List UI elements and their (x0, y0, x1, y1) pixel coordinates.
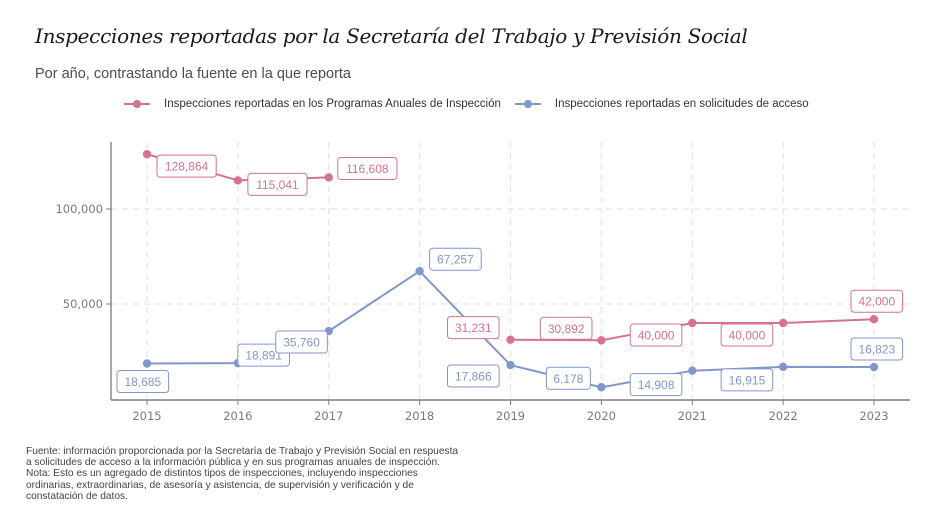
data-label-solicitudes: 35,760 (275, 330, 328, 354)
data-label-programas: 128,864 (156, 154, 217, 178)
legend-label: Inspecciones reportadas en los Programas… (164, 98, 501, 110)
data-label-text: 115,041 (256, 178, 299, 192)
data-label-text: 42,000 (858, 295, 895, 309)
y-tick-label: 50,000 (63, 297, 103, 311)
footer-line: Nota: Esto es un agregado de distintos t… (26, 468, 418, 480)
legend-line-dot-icon (124, 99, 150, 109)
data-point-programas (142, 149, 152, 159)
data-label-box (447, 316, 500, 340)
data-label-text: 16,823 (858, 343, 895, 357)
x-tick-label: 2015 (132, 409, 161, 423)
data-label-programas: 31,231 (447, 316, 500, 340)
footer-line: a solicitudes de acceso a la información… (26, 457, 440, 469)
legend-item-programas: Inspecciones reportadas en los Programas… (124, 98, 501, 110)
footer-line: constatación de datos. (26, 490, 128, 502)
data-point-solicitudes (869, 362, 879, 372)
data-label-box (850, 289, 904, 313)
data-label-solicitudes: 6,178 (545, 366, 591, 390)
data-point-programas (688, 318, 697, 328)
data-label-programas: 116,608 (337, 156, 398, 180)
data-label-box (275, 330, 328, 354)
data-label-box (539, 316, 593, 340)
data-label-text: 40,000 (729, 329, 766, 343)
legend-line-dot-icon (514, 99, 541, 109)
axes: 50,000 100,000 2015 2016 2017 2018 2019 2020 202… (55, 142, 910, 423)
data-point-programas (324, 173, 333, 182)
data-label-solicitudes: 16,823 (850, 337, 904, 361)
data-label-solicitudes: 18,685 (116, 369, 170, 393)
data-label-text: 17,866 (455, 370, 492, 384)
data-point-solicitudes (415, 267, 424, 276)
data-label-text: 18,685 (124, 375, 161, 389)
data-point-solicitudes (506, 360, 515, 370)
x-tick-label: 2023 (859, 409, 888, 423)
data-point-programas (597, 336, 606, 345)
footer-line: ordinarias, extraordinarias, de asesoría… (26, 479, 414, 491)
x-tick-label: 2020 (587, 409, 616, 423)
data-label-programas: 115,041 (247, 172, 308, 196)
x-tick-label: 2018 (405, 409, 434, 423)
data-label-solicitudes: 67,257 (429, 247, 482, 271)
data-point-programas (233, 176, 243, 185)
data-label-box (629, 323, 683, 347)
data-point-solicitudes (142, 359, 152, 368)
data-label-box (337, 156, 398, 180)
data-label-text: 16,915 (729, 373, 766, 387)
data-label-programas: 30,892 (539, 316, 593, 340)
data-label-text: 18,891 (245, 349, 282, 363)
footer-line: Fuente: información proporcionada por la… (26, 446, 459, 457)
x-tick-label: 2017 (314, 409, 343, 423)
data-label-box (247, 172, 308, 196)
data-label-box (720, 368, 774, 392)
data-label-solicitudes: 16,915 (720, 368, 774, 392)
data-labels: 128,864 115,041 116,608 31,231 30,892 40,000 4… (116, 154, 904, 397)
data-label-box (545, 366, 591, 390)
x-tick-label: 2022 (768, 409, 797, 423)
data-point-programas (506, 335, 515, 344)
data-label-text: 30,892 (548, 322, 585, 336)
legend: Inspecciones reportadas en los Programas… (124, 98, 823, 110)
data-label-text: 116,608 (346, 162, 389, 176)
data-label-text: 14,908 (638, 378, 675, 392)
data-label-box (116, 369, 170, 393)
y-tick-label: 100,000 (55, 202, 103, 216)
data-point-solicitudes (778, 362, 788, 372)
data-point-programas (778, 318, 788, 328)
data-point-programas (869, 315, 879, 324)
data-label-box (156, 154, 217, 178)
data-label-box (429, 247, 482, 271)
data-point-solicitudes (688, 366, 697, 375)
data-label-text: 31,231 (455, 321, 492, 335)
x-tick-label: 2016 (223, 409, 252, 423)
data-label-programas: 40,000 (720, 323, 774, 347)
data-label-box (720, 323, 774, 347)
data-label-text: 6,178 (553, 372, 583, 386)
data-label-text: 128,864 (165, 160, 209, 174)
data-label-box (850, 337, 904, 361)
data-label-programas: 40,000 (629, 323, 683, 347)
data-label-text: 35,760 (283, 336, 320, 350)
data-label-text: 67,257 (437, 253, 474, 267)
legend-item-solicitudes: Inspecciones reportadas en solicitudes d… (514, 98, 809, 110)
data-label-programas: 42,000 (850, 289, 904, 313)
x-tick-label: 2021 (678, 409, 707, 423)
data-label-box (447, 364, 500, 388)
line-chart: 50,000 100,000 2015 2016 2017 2018 2019 2020 202… (55, 142, 910, 423)
data-label-text: 40,000 (638, 329, 675, 343)
data-label-box (629, 373, 683, 397)
footer-note: Fuente: información proporcionada por la… (26, 446, 606, 502)
data-label-solicitudes: 14,908 (629, 373, 683, 397)
legend-label: Inspecciones reportadas en solicitudes d… (554, 98, 809, 110)
chart-title: Inspecciones reportadas por la Secretarí… (35, 24, 748, 48)
data-point-solicitudes (597, 383, 606, 392)
x-tick-label: 2019 (496, 409, 525, 423)
data-label-solicitudes: 17,866 (447, 364, 500, 388)
chart-subtitle: Por año, contrastando la fuente en la qu… (35, 66, 351, 82)
